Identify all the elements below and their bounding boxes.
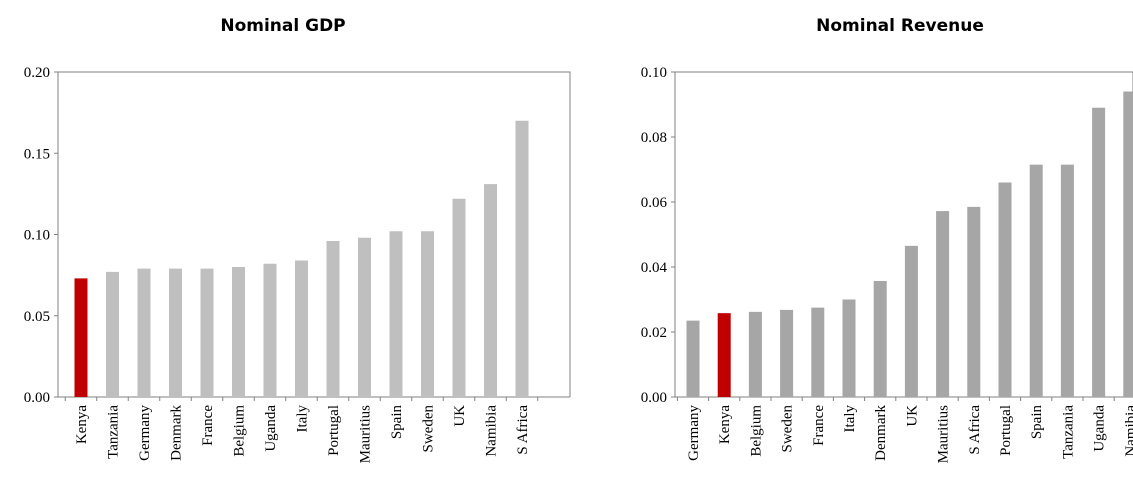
bar-s-africa <box>967 206 981 397</box>
category-label: UK <box>452 405 468 427</box>
category-label: Kenya <box>74 405 90 444</box>
category-label: Portugal <box>998 405 1014 456</box>
y-tick-label: 0.10 <box>24 228 50 244</box>
bar-uganda <box>1092 107 1106 397</box>
bar-sweden <box>780 309 794 397</box>
bar-germany <box>686 320 700 397</box>
bar-kenya <box>717 313 731 397</box>
bar-france <box>811 307 825 397</box>
category-label: Sweden <box>421 405 437 453</box>
chart-title: Nominal Revenue <box>816 16 984 36</box>
bar-belgium <box>232 267 245 397</box>
bar-mauritius <box>358 237 371 397</box>
bar-s-africa <box>515 120 529 397</box>
y-tick-label: 0.00 <box>641 390 667 406</box>
category-label: Belgium <box>232 405 248 457</box>
category-label: UK <box>904 405 920 427</box>
bar-germany <box>137 268 151 397</box>
category-label: Denmark <box>169 405 185 461</box>
y-tick-label: 0.08 <box>641 130 667 146</box>
category-label: Sweden <box>780 405 796 453</box>
bar-denmark <box>873 280 887 397</box>
bar-sweden <box>421 231 434 397</box>
category-label: Tanzania <box>1060 405 1076 459</box>
bar-tanzania <box>1060 164 1074 397</box>
category-label: Spain <box>1029 405 1045 440</box>
category-label: Germany <box>686 405 702 461</box>
category-label: Mauritius <box>936 405 952 463</box>
bar-spain <box>1029 164 1043 397</box>
y-tick-label: 0.04 <box>641 260 668 276</box>
y-tick-label: 0.00 <box>24 390 50 406</box>
category-label: Denmark <box>873 405 889 461</box>
bar-namibia <box>484 184 497 397</box>
y-tick-label: 0.15 <box>24 146 50 162</box>
plot-frame <box>674 71 1133 397</box>
bar-france <box>200 268 214 397</box>
category-label: Uganda <box>263 405 279 452</box>
chart-gdp: Nominal GDP 0.00 0.05 0.10 0.15 0.20 Kenya Tanz… <box>24 16 571 463</box>
bar-spain <box>389 231 403 397</box>
category-label: S Africa <box>515 405 531 455</box>
category-label: S Africa <box>967 405 983 455</box>
bar-tanzania <box>106 271 119 397</box>
category-label: Italy <box>842 405 858 433</box>
y-tick-label: 0.06 <box>641 195 668 211</box>
bar-uk <box>452 198 466 397</box>
y-tick-label: 0.02 <box>641 325 667 341</box>
bar-uk <box>904 245 918 397</box>
category-label: Italy <box>295 405 311 433</box>
bar-denmark <box>169 268 182 397</box>
category-label: France <box>200 405 216 446</box>
category-label: France <box>811 405 827 446</box>
category-label: Namibia <box>484 405 500 457</box>
y-tick-label: 0.20 <box>24 65 50 81</box>
bar-belgium <box>748 311 762 397</box>
chart-title: Nominal GDP <box>220 16 345 36</box>
bar-italy <box>842 299 856 397</box>
bar-italy <box>295 260 308 397</box>
bar-portugal <box>998 182 1012 397</box>
category-label: Germany <box>137 405 153 461</box>
y-tick-label: 0.10 <box>641 65 667 81</box>
bar-uganda <box>263 263 277 397</box>
y-tick-label: 0.05 <box>24 309 50 325</box>
chart-revenue: Nominal Revenue 0.00 0.02 0.04 0.06 0.08 0.10 G… <box>641 16 1133 463</box>
category-label: Tanzania <box>106 405 122 459</box>
bar-mauritius <box>936 211 950 397</box>
bar-namibia <box>1123 91 1133 397</box>
bar-kenya <box>74 278 88 397</box>
category-label: Portugal <box>326 405 342 456</box>
bar-portugal <box>326 241 340 397</box>
category-label: Spain <box>389 405 405 440</box>
category-label: Belgium <box>748 405 764 457</box>
category-label: Kenya <box>717 405 733 444</box>
category-label: Mauritius <box>358 405 374 463</box>
category-label: Uganda <box>1092 405 1108 452</box>
category-label: Namibia <box>1123 405 1133 457</box>
